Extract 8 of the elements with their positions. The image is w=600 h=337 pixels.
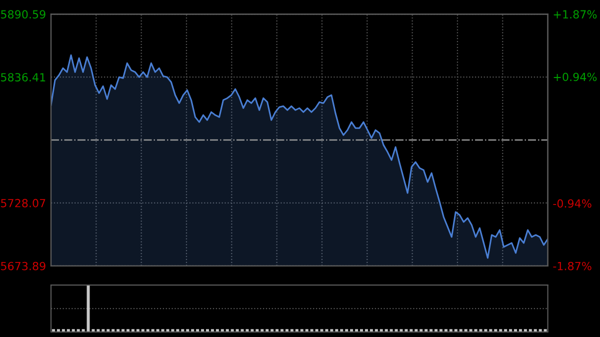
y2-tick-label: +0.94% [554, 72, 597, 82]
y-tick-label: 5728.07 [1, 198, 46, 208]
y2-tick-label: -1.87% [553, 262, 592, 270]
y-tick-label: 5673.89 [1, 262, 46, 270]
y2-tick-label: -0.94% [553, 199, 592, 208]
y2-tick-label: +1.87% [554, 10, 597, 19]
y-tick-label: 5890.59 [1, 10, 46, 19]
y-tick-label: 5836.41 [1, 73, 46, 82]
